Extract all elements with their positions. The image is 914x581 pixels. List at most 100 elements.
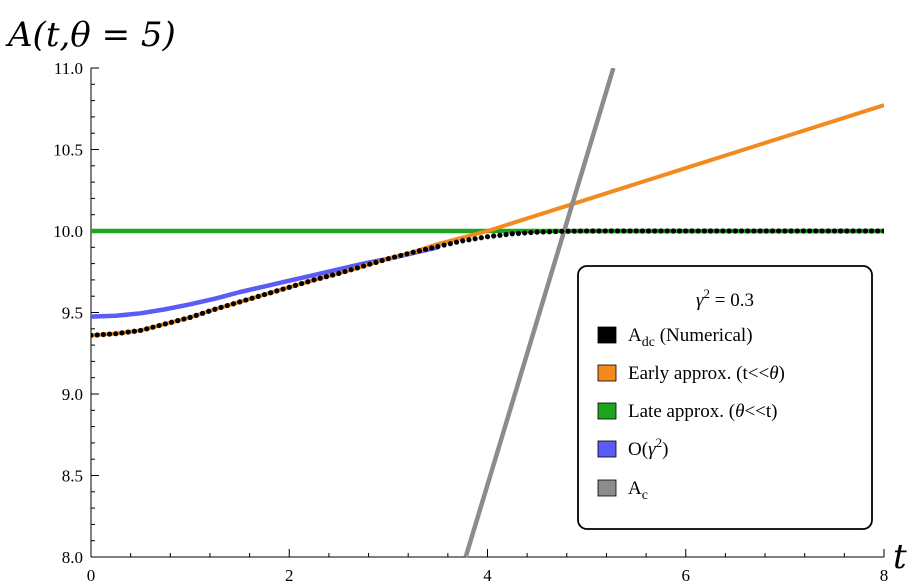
numerical-point (590, 228, 596, 234)
legend-box (577, 265, 873, 530)
numerical-point (224, 302, 230, 309)
legend-swatch (597, 326, 617, 344)
numerical-point (91, 332, 94, 338)
numerical-point (577, 228, 584, 234)
numerical-point (299, 280, 305, 287)
numerical-point (255, 293, 261, 300)
numerical-point (94, 332, 100, 338)
numerical-point (553, 228, 559, 235)
numerical-point (869, 228, 875, 234)
numerical-point (565, 228, 571, 234)
y-tick-label: 10.0 (53, 222, 83, 241)
numerical-point (639, 228, 645, 234)
numerical-point (360, 263, 367, 269)
numerical-point (311, 277, 317, 283)
numerical-point (175, 318, 181, 324)
numerical-point (491, 233, 497, 239)
y-axis-label: A(t,θ = 5) (5, 15, 176, 55)
numerical-point (794, 228, 800, 234)
numerical-point (336, 270, 342, 276)
y-tick-label: 10.5 (53, 141, 83, 160)
numerical-point (707, 228, 714, 234)
numerical-point (113, 331, 119, 337)
numerical-point (621, 228, 627, 234)
numerical-point (280, 286, 286, 292)
numerical-point (342, 268, 348, 275)
x-tick-label: 0 (87, 566, 96, 581)
y-tick-label: 8.0 (62, 548, 83, 567)
numerical-point (193, 312, 199, 318)
numerical-point (856, 228, 862, 234)
legend-swatch (597, 440, 617, 458)
numerical-point (100, 331, 106, 338)
numerical-point (695, 228, 701, 234)
numerical-point (162, 321, 168, 327)
series-numerical-dots (91, 228, 884, 338)
numerical-point (596, 228, 602, 234)
x-tick-label: 8 (880, 566, 889, 581)
numerical-point (447, 241, 453, 247)
numerical-point (738, 228, 745, 234)
numerical-point (825, 228, 831, 234)
numerical-point (819, 228, 825, 234)
x-axis-label: t (893, 537, 907, 577)
numerical-point (354, 265, 360, 271)
numerical-point (881, 228, 884, 234)
legend-swatch (597, 364, 617, 382)
numerical-point (484, 234, 491, 240)
numerical-point (633, 228, 639, 234)
numerical-point (831, 228, 838, 234)
series-line-4 (463, 68, 616, 558)
numerical-point (683, 228, 689, 234)
numerical-point (379, 257, 385, 264)
numerical-point (534, 229, 540, 235)
legend: γ2 = 0.3 Adc (Numerical) Early approx. (t<… (577, 265, 873, 530)
numerical-point (813, 228, 819, 234)
numerical-point (367, 261, 373, 267)
numerical-point (745, 228, 751, 234)
numerical-point (249, 295, 255, 301)
numerical-point (391, 254, 398, 260)
numerical-point (522, 230, 528, 236)
numerical-point (305, 279, 311, 285)
series-layer (91, 68, 884, 558)
numerical-point (106, 331, 113, 337)
numerical-point (546, 229, 553, 235)
numerical-point (757, 228, 763, 234)
numerical-point (429, 245, 435, 251)
numerical-point (732, 228, 738, 234)
numerical-point (119, 330, 125, 336)
numerical-point (137, 327, 144, 334)
numerical-point (701, 228, 707, 234)
numerical-point (441, 242, 447, 248)
numerical-point (615, 228, 621, 234)
legend-title: γ2 = 0.3 (696, 286, 754, 311)
numerical-point (373, 259, 379, 265)
numerical-point (776, 228, 782, 234)
numerical-point (714, 228, 720, 234)
numerical-point (410, 249, 416, 255)
numerical-point (292, 282, 299, 289)
numerical-point (230, 301, 237, 307)
numerical-point (144, 326, 150, 332)
numerical-point (261, 291, 268, 298)
numerical-point (645, 228, 652, 234)
numerical-point (509, 231, 515, 237)
numerical-point (608, 228, 615, 234)
numerical-point (515, 230, 522, 236)
numerical-point (131, 328, 137, 334)
y-tick-label: 9.5 (62, 304, 83, 323)
numerical-point (243, 297, 249, 303)
numerical-point (751, 228, 757, 234)
numerical-point (782, 228, 788, 234)
numerical-point (268, 290, 274, 296)
numerical-point (199, 310, 206, 316)
numerical-point (286, 284, 292, 290)
numerical-point (181, 316, 187, 322)
numerical-point (875, 228, 881, 234)
numerical-point (627, 228, 633, 234)
numerical-point (435, 243, 441, 250)
legend-swatch (597, 402, 617, 420)
numerical-point (670, 228, 676, 234)
numerical-point (385, 256, 391, 262)
